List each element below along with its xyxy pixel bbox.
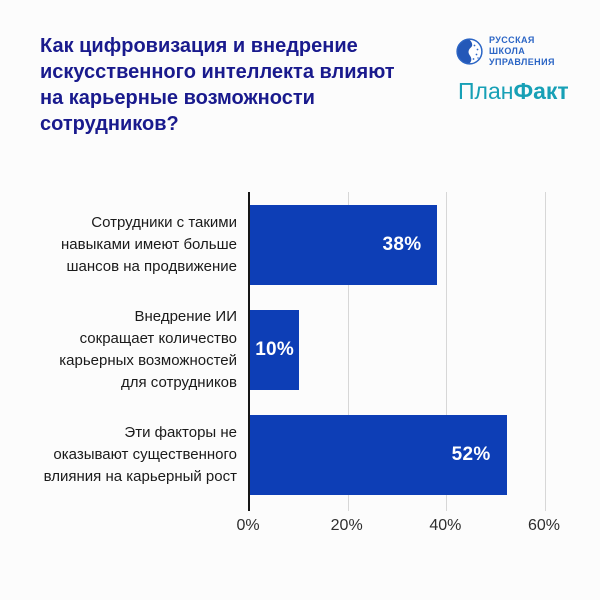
x-tick-label: 0% xyxy=(236,517,260,534)
category-label: Внедрение ИИ сокращает количество карьер… xyxy=(59,308,237,391)
category-labels-column: Сотрудники с такими навыками имеют больш… xyxy=(36,192,237,511)
x-tick-label: 40% xyxy=(429,517,462,534)
bar-value-label: 10% xyxy=(255,339,295,360)
rsu-logo: РУССКАЯ ШКОЛА УПРАВЛЕНИЯ xyxy=(456,35,555,68)
x-axis: 0% 20% 40% 60% xyxy=(236,517,560,539)
bar-value-label: 38% xyxy=(382,234,422,255)
planfact-logo-part2: Факт xyxy=(513,78,569,104)
bar: 10% xyxy=(250,310,300,390)
x-tick-label: 20% xyxy=(330,517,363,534)
plot-area: 38% 10% 52% xyxy=(248,192,546,511)
gridline xyxy=(347,192,349,511)
globe-face-icon xyxy=(456,38,483,65)
planfact-logo: ПланФакт xyxy=(458,78,569,104)
planfact-logo-part1: План xyxy=(458,78,514,104)
bar: 38% xyxy=(250,205,438,285)
page-title: Как цифровизация и внедрение искусственн… xyxy=(40,35,395,135)
gridline xyxy=(446,192,448,511)
bar-chart: Сотрудники с такими навыками имеют больш… xyxy=(0,192,600,552)
rsu-logo-text: РУССКАЯ ШКОЛА УПРАВЛЕНИЯ xyxy=(489,35,555,67)
x-tick-label: 60% xyxy=(527,517,561,534)
category-label: Эти факторы не оказывают существенного в… xyxy=(43,424,237,485)
bar-value-label: 52% xyxy=(451,444,491,465)
gridline xyxy=(545,192,546,511)
category-label: Сотрудники с такими навыками имеют больш… xyxy=(60,214,237,275)
bar: 52% xyxy=(250,415,507,495)
